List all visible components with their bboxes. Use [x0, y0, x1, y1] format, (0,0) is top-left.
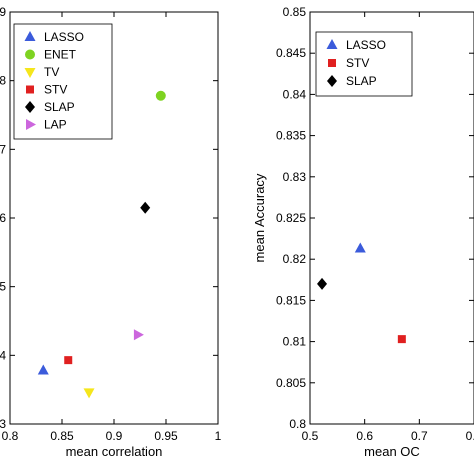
y-tick-label: 0.825 [276, 211, 306, 225]
left-chart: 0.8 0.85 0.9 0.95 1 3 4 5 6 7 8 9 mean correlation LA… [0, 5, 222, 459]
x-tick-label: 0.5 [302, 429, 319, 443]
x-tick-label: 0.9 [106, 429, 123, 443]
legend-label-slap: SLAP [346, 74, 377, 88]
data-point-stv [64, 356, 73, 365]
legend-marker-slap [327, 75, 337, 87]
y-tick-label: 7 [0, 142, 6, 156]
data-point-enet [155, 90, 166, 101]
data-point-stv [397, 335, 406, 344]
y-tick-label: 0.85 [283, 5, 307, 19]
y-tick-label: 8 [0, 74, 6, 88]
legend-marker-lasso [326, 39, 338, 49]
x-tick-label: 1 [215, 429, 222, 443]
y-tick-label: 6 [0, 211, 6, 225]
x-axis-label: mean correlation [66, 444, 163, 459]
legend-marker-lasso [24, 31, 36, 41]
y-tick-label: 0.83 [283, 170, 307, 184]
y-tick-label: 0.82 [283, 252, 307, 266]
data-point-lap [133, 329, 144, 341]
y-tick-label: 5 [0, 280, 6, 294]
y-tick-label: 0.845 [276, 46, 306, 60]
legend-marker-enet [25, 49, 35, 60]
data-point-slap [140, 201, 151, 214]
y-axis-label: mean Accuracy [252, 173, 267, 262]
legend-marker-slap [25, 101, 35, 113]
legend-label-stv: STV [346, 56, 369, 70]
legend-label-lasso: LASSO [346, 38, 386, 52]
data-point-lasso [37, 364, 49, 375]
x-tick-label: 0.7 [411, 429, 428, 443]
legend-label-stv: STV [44, 83, 67, 97]
y-tick-label: 0.835 [276, 129, 306, 143]
x-tick-label: 0.6 [356, 429, 373, 443]
y-tick-label: 4 [0, 348, 6, 362]
legend-label-enet: ENET [44, 48, 77, 62]
x-tick-label: 0.85 [50, 429, 74, 443]
x-tick-label: 0.95 [154, 429, 178, 443]
data-point-lasso [354, 242, 366, 253]
data-point-slap [317, 277, 328, 290]
data-point-tv [83, 388, 95, 399]
legend-marker-lap [26, 119, 36, 130]
y-tick-label: 0.81 [283, 335, 307, 349]
y-tick-label: 3 [0, 417, 6, 431]
y-tick-label: 0.8 [289, 417, 306, 431]
legend-label-slap: SLAP [44, 100, 75, 114]
x-tick-label: 0.8 [466, 429, 474, 443]
y-tick-label: 0.815 [276, 293, 306, 307]
y-tick-label: 0.84 [283, 87, 307, 101]
legend-marker-stv [26, 85, 34, 94]
y-tick-label: 9 [0, 5, 6, 19]
legend-box [13, 23, 113, 140]
y-tick-label: 0.805 [276, 376, 306, 390]
x-axis-label: mean OC [364, 444, 420, 459]
legend-label-lap: LAP [44, 118, 67, 132]
right-chart: 0.5 0.6 0.7 0.8 0.8 0.805 0.81 0.815 0.82 0.825 0.… [252, 5, 474, 459]
legend-label-lasso: LASSO [44, 30, 84, 44]
legend-marker-tv [24, 68, 36, 78]
legend-marker-stv [328, 59, 336, 67]
legend-label-tv: TV [44, 65, 59, 79]
x-tick-label: 0.8 [2, 429, 19, 443]
